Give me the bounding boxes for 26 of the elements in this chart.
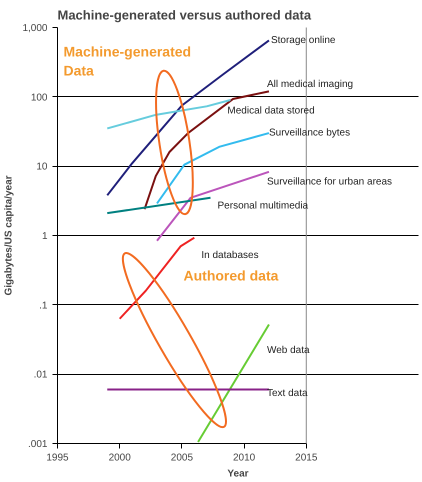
y-tick-label: 100 [30, 92, 48, 104]
annotation: Authored data [184, 268, 279, 284]
y-tick-label: .001 [28, 439, 48, 450]
annotation: Machine-generated Data [64, 44, 192, 79]
series-label: Surveillance for urban areas [266, 176, 392, 188]
chart-title: Machine-generated versus authored data [58, 8, 312, 22]
x-axis-title: Year [227, 468, 249, 480]
series-label: Medical data stored [227, 106, 315, 117]
series-label: Web data [266, 345, 310, 356]
series-label: Storage online [270, 34, 336, 46]
series-label: All medical imaging [266, 78, 354, 90]
y-tick-label: 1,000 [22, 23, 48, 34]
y-tick-label: .1 [39, 300, 48, 312]
x-tick-label: 1995 [46, 452, 70, 464]
x-tick-label: 2000 [108, 452, 132, 464]
x-tick-label: 2005 [170, 452, 194, 464]
y-axis-title: Gigabytes/US capita/year [3, 175, 14, 296]
series-label: Surveillance bytes [268, 128, 350, 139]
y-tick-label: 1 [42, 231, 48, 242]
y-tick-label: 10 [36, 162, 48, 173]
series-label: Personal multimedia [218, 200, 309, 212]
x-tick-label: 2015 [295, 452, 318, 464]
x-tick-label: 2010 [232, 452, 256, 464]
series-label: Text data [266, 388, 308, 400]
y-tick-label: .01 [34, 370, 48, 381]
series-label: In databases [201, 250, 259, 262]
